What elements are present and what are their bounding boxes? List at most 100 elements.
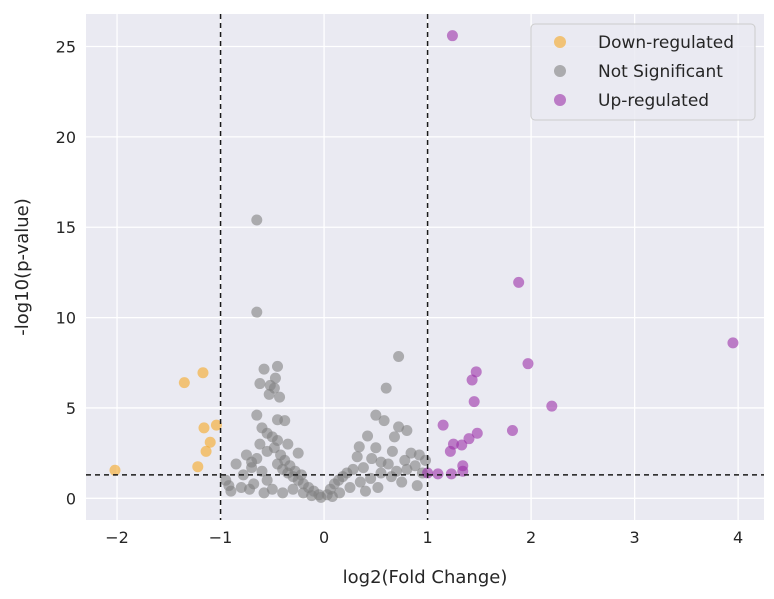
not-significant-point [258,487,270,499]
not-significant-point [354,476,366,488]
not-significant-point [420,454,432,466]
legend-marker [554,65,566,77]
not-significant-point [251,214,263,226]
not-significant-point [251,409,263,421]
x-tick-label: 1 [422,528,432,547]
up-regulated-point [444,445,456,457]
not-significant-point [274,391,286,403]
not-significant-point [279,415,291,427]
not-significant-point [405,447,417,459]
not-significant-point [277,487,289,499]
not-significant-point [251,306,263,318]
y-tick-label: 0 [66,489,76,508]
down-regulated-point [192,461,204,473]
y-tick-label: 10 [56,309,76,328]
not-significant-point [393,421,405,433]
up-regulated-point [470,366,482,378]
not-significant-point [375,467,387,479]
not-significant-point [366,453,378,465]
not-significant-point [256,465,268,477]
down-regulated-point [109,464,121,476]
not-significant-point [297,487,309,499]
threshold-lines [86,14,764,520]
up-regulated-point [456,439,468,451]
not-significant-point [401,463,413,475]
up-regulated-point [466,374,478,386]
not-significant-point [344,481,356,493]
not-significant-point [295,469,307,481]
not-significant-point [382,458,394,470]
up-regulated-point [437,419,449,431]
legend-marker [554,94,566,106]
down-regulated-point [198,422,210,434]
not-significant-point [370,442,382,454]
up-regulated-point [471,427,483,439]
up-regulated-point [546,400,558,412]
not-significant-point [370,409,382,421]
not-significant-point [244,483,256,495]
up-regulated-point [432,468,444,480]
not-significant-point [220,474,232,486]
not-significant-point [254,438,266,450]
legend: Down-regulated Not Significant Up-regulate… [530,23,756,121]
not-significant-point [351,451,363,463]
not-significant-point [353,441,365,453]
up-regulated-point [522,358,534,370]
not-significant-point [235,481,247,493]
not-significant-point [258,363,270,375]
not-significant-point [399,454,411,466]
up-regulated-point [457,465,469,477]
not-significant-point [251,453,263,465]
down-regulated-point [197,367,209,379]
y-tick-label: 5 [66,399,76,418]
not-significant-point [287,483,299,495]
down-regulated-point [210,419,222,431]
x-tick-label: 3 [630,528,640,547]
up-regulated-point [446,30,458,42]
not-significant-point [326,491,338,503]
not-significant-point [365,472,377,484]
down-regulated-point [204,436,216,448]
not-significant-point [409,460,421,472]
up-regulated-point [513,276,525,288]
not-significant-point [282,438,294,450]
x-tick-label: −2 [105,528,129,547]
x-tick-label: 0 [319,528,329,547]
up-regulated-point [468,396,480,408]
not-significant-point [362,430,374,442]
not-significant-point [388,431,400,443]
y-axis-label: -log10(p-value) [12,198,33,336]
legend-label: Down-regulated [598,33,734,53]
not-significant-point [271,360,283,372]
x-tick-label: 2 [526,528,536,547]
not-significant-point [266,483,278,495]
not-significant-point [393,350,405,362]
not-significant-point [306,490,318,502]
y-tick-labels: 0 5 10 15 20 25 [56,38,76,509]
x-axis-label: log2(Fold Change) [343,567,508,588]
legend-label: Up-regulated [598,91,709,111]
legend-marker [554,36,566,48]
not-significant-point [372,481,384,493]
not-significant-point [378,415,390,427]
not-significant-point [411,480,423,492]
x-tick-label: 4 [733,528,743,547]
not-significant-point [261,445,273,457]
not-significant-point [396,476,408,488]
down-regulated-point [178,377,190,389]
y-tick-label: 20 [56,128,76,147]
not-significant-point [254,378,266,390]
not-significant-point [263,388,275,400]
up-regulated-point [445,468,457,480]
up-regulated-point [727,337,739,349]
x-tick-label: −1 [209,528,233,547]
legend-label: Not Significant [598,62,723,82]
y-tick-label: 25 [56,38,76,57]
down-regulated-point [200,445,212,457]
not-significant-point [359,485,371,497]
not-significant-point [292,447,304,459]
not-significant-point [357,462,369,474]
up-regulated-point [506,425,518,437]
y-tick-label: 15 [56,218,76,237]
